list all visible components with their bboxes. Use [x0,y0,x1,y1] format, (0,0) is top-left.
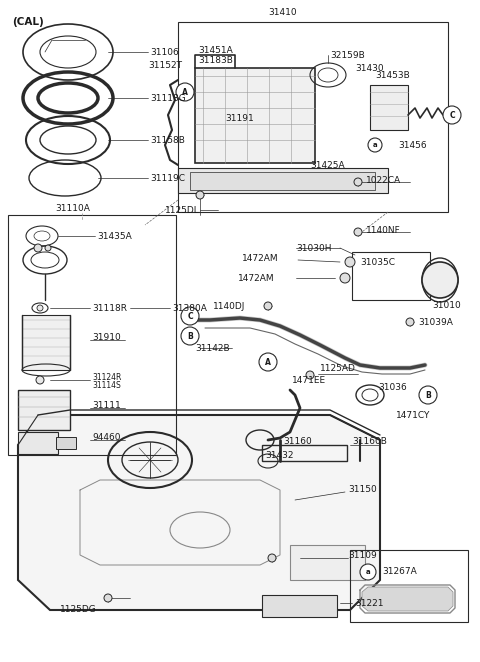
Circle shape [422,262,458,298]
Circle shape [360,564,376,580]
Circle shape [443,106,461,124]
Text: 1125DL: 1125DL [165,205,200,214]
Text: 31119C: 31119C [150,173,185,183]
Text: 31118G: 31118G [150,93,186,103]
Text: 31410: 31410 [268,7,297,17]
Text: 31106: 31106 [150,48,179,56]
Circle shape [264,302,272,310]
Text: 31380A: 31380A [172,303,207,312]
Circle shape [259,353,277,371]
Text: 31160B: 31160B [352,438,387,446]
Text: 31221: 31221 [355,598,384,608]
Circle shape [345,257,355,267]
Circle shape [196,191,204,199]
Bar [262,445,347,461]
Circle shape [306,371,314,379]
Text: 31142B: 31142B [195,344,229,352]
Text: 31118R: 31118R [92,303,127,312]
Polygon shape [18,415,380,610]
Text: 31425A: 31425A [310,160,345,169]
Text: 31109: 31109 [348,551,377,559]
Text: 31451A: 31451A [198,46,233,54]
Text: 31035C: 31035C [360,258,395,267]
Text: 31110A: 31110A [55,203,90,213]
Bar [195,68,315,163]
Circle shape [104,594,112,602]
Circle shape [181,307,199,325]
Circle shape [45,245,51,251]
Text: 31114S: 31114S [92,381,121,389]
Text: 31191: 31191 [225,113,254,122]
Text: 1471EE: 1471EE [292,375,326,385]
Text: 1022CA: 1022CA [366,175,401,185]
Bar [178,168,388,193]
Text: 31152T: 31152T [148,60,182,70]
Circle shape [36,376,44,384]
Text: 31158B: 31158B [150,136,185,144]
Text: 1472AM: 1472AM [238,273,275,283]
Circle shape [354,178,362,186]
Circle shape [419,386,437,404]
Text: 1140NF: 1140NF [366,226,401,234]
Polygon shape [362,587,453,611]
Text: 31111: 31111 [92,401,121,410]
Text: 31039A: 31039A [418,318,453,326]
Text: 31267A: 31267A [382,567,417,577]
Text: 31150: 31150 [348,485,377,495]
Bar [370,85,408,130]
Circle shape [37,305,43,311]
Circle shape [181,327,199,345]
Text: B: B [425,391,431,399]
Text: a: a [372,142,377,148]
Circle shape [34,244,42,252]
Text: 31910: 31910 [92,332,121,342]
Text: C: C [449,111,455,120]
Bar [178,22,448,212]
Bar [18,390,70,430]
Text: 1140DJ: 1140DJ [213,301,245,310]
Bar [8,215,176,455]
Text: a: a [366,569,370,575]
Bar [350,550,468,622]
Bar [18,432,58,454]
Text: 31183B: 31183B [198,56,233,64]
Bar [56,437,76,449]
Text: 1472AM: 1472AM [242,254,278,263]
Text: 32159B: 32159B [330,50,365,60]
Circle shape [354,228,362,236]
Text: 31432: 31432 [265,451,293,459]
Text: C: C [187,312,193,320]
Circle shape [340,273,350,283]
Text: (CAL): (CAL) [12,17,44,27]
Circle shape [176,83,194,101]
Text: 1471CY: 1471CY [396,410,431,420]
Bar [22,315,70,370]
Text: 31124R: 31124R [92,373,121,381]
Circle shape [268,554,276,562]
Text: 94460: 94460 [92,434,120,442]
Text: 31030H: 31030H [296,244,332,252]
Text: 1125AD: 1125AD [320,363,356,373]
Text: 31456: 31456 [398,140,427,150]
Text: A: A [265,357,271,367]
Bar [190,172,375,190]
Text: 31036: 31036 [378,383,407,393]
Bar [290,545,365,580]
Text: 31435A: 31435A [97,232,132,240]
Bar [352,252,430,300]
Text: A: A [182,87,188,97]
Circle shape [368,138,382,152]
Text: 31430: 31430 [355,64,384,73]
Text: 31010: 31010 [432,301,461,310]
Text: 1125DG: 1125DG [60,606,97,614]
Text: B: B [187,332,193,340]
Bar [262,595,337,617]
Text: 31160: 31160 [284,438,312,446]
Circle shape [406,318,414,326]
Text: 31453B: 31453B [375,70,410,79]
